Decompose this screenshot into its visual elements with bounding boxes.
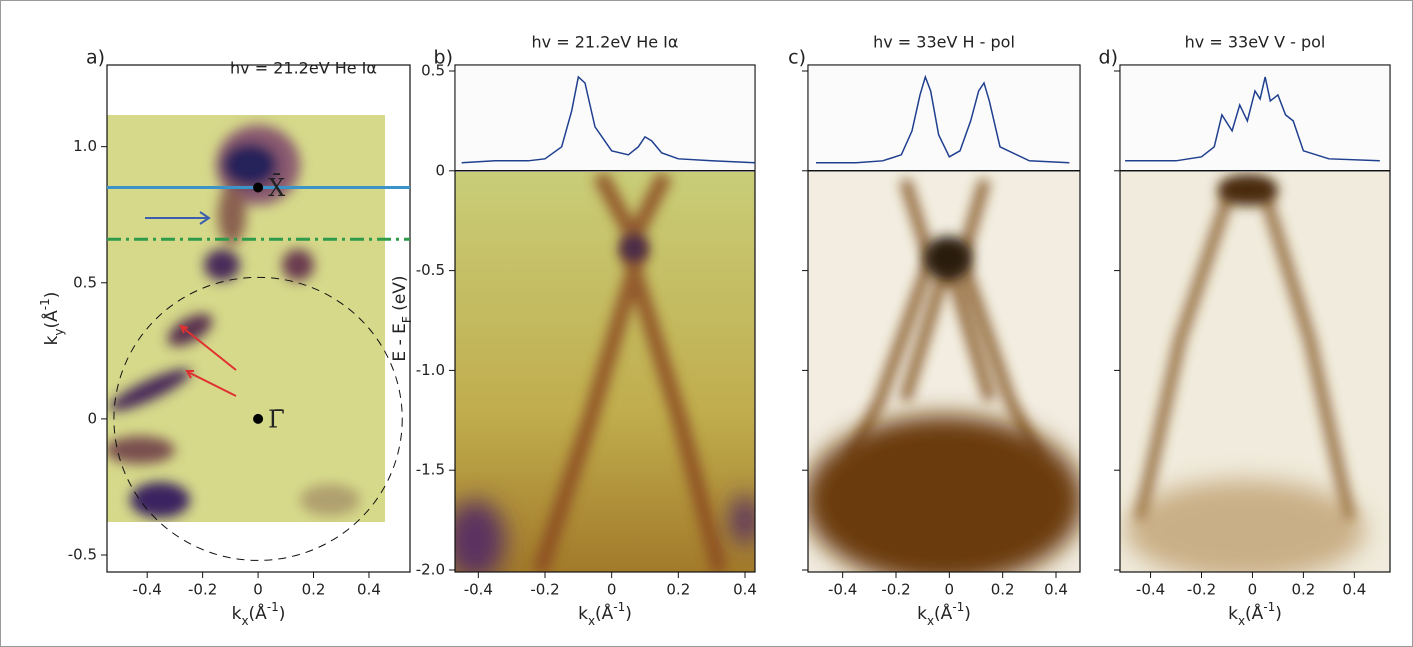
x-tick-label: -0.4: [1136, 581, 1165, 599]
x-tick-label: 0: [1248, 581, 1258, 599]
panel-title: hv = 33eV H - pol: [873, 33, 1015, 52]
plot-frame: [807, 64, 1081, 573]
x-axis-label-part: ): [1275, 604, 1282, 624]
mdc-curve: [816, 74, 1070, 164]
panel-c-image: [808, 172, 1080, 572]
y-axis-label-part: E - E: [390, 323, 410, 361]
x-axis-label-part: (Å: [595, 602, 614, 624]
plot-frame: [1119, 64, 1391, 573]
x-axis-label-part: ): [964, 604, 971, 624]
x-tick-label: 0.4: [1044, 581, 1068, 599]
mdc-background: [455, 65, 755, 171]
y-axis-label-part: -1: [38, 298, 52, 310]
x-axis-label-part: x: [588, 614, 595, 628]
y-axis-label: E - EF (eV): [390, 275, 414, 361]
brillouin-zone: [113, 276, 403, 561]
plot-frame: [454, 64, 756, 573]
x-tick-label: -0.4: [828, 581, 857, 599]
y-axis-label-part: ): [42, 292, 62, 299]
point-label: X̄: [268, 174, 285, 202]
x-axis-label-part: ): [279, 604, 286, 624]
x-tick-label: 0: [945, 581, 955, 599]
panel-label: a): [86, 47, 105, 69]
x-axis-label-part: x: [927, 614, 934, 628]
x-tick-label: -0.4: [464, 581, 493, 599]
panel-b-image: [455, 172, 755, 572]
x-tick-label: -0.2: [530, 581, 559, 599]
panel-a-image: [107, 115, 385, 522]
y-axis-label: ky(Å-1): [38, 292, 66, 346]
x-tick-label: 0.4: [1342, 581, 1366, 599]
panel-title: hv = 33eV V - pol: [1185, 33, 1326, 52]
x-tick-label: 0.4: [357, 581, 381, 599]
x-axis-label: kx(Å-1): [1228, 600, 1282, 628]
y-tick-label: -2.0: [416, 561, 445, 579]
y-tick-label: 1.0: [73, 137, 97, 155]
arrow: [145, 211, 211, 225]
y-tick-label: 0.5: [421, 61, 445, 79]
mdc-background: [808, 65, 1080, 171]
x-axis-label-part: (Å: [1245, 602, 1264, 624]
x-axis-label-part: -1: [267, 600, 279, 614]
mdc-curve: [461, 75, 756, 164]
x-tick-label: 0: [253, 581, 263, 599]
panel-label: d): [1099, 47, 1118, 69]
y-axis-label-part: k: [42, 335, 62, 345]
x-axis-label-part: (Å: [934, 602, 953, 624]
y-axis-label-part: (Å: [40, 310, 62, 329]
y-tick-label: -0.5: [416, 261, 445, 279]
x-axis-label-part: k: [1228, 604, 1238, 624]
mdc-curve: [1125, 76, 1380, 162]
x-tick-label: 0.2: [302, 581, 326, 599]
high-symmetry-point: [253, 413, 264, 424]
x-axis-label-part: -1: [952, 600, 964, 614]
y-axis-label-part: y: [52, 328, 66, 335]
panel-d-image: [1120, 172, 1390, 572]
x-axis-label-part: (Å: [249, 602, 268, 624]
panel-title: hv = 21.2eV He Iα: [230, 59, 377, 78]
x-axis-label: kx(Å-1): [578, 600, 632, 628]
y-axis-label-part: (eV): [390, 275, 410, 316]
x-tick-label: 0: [607, 581, 617, 599]
arrow: [179, 324, 237, 397]
x-tick-label: -0.4: [133, 581, 162, 599]
mdc-background: [1120, 65, 1390, 171]
x-axis-label-part: ): [625, 604, 632, 624]
y-tick-label: -1.0: [416, 361, 445, 379]
y-axis-label-part: F: [400, 316, 414, 323]
x-axis-label-part: -1: [1263, 600, 1275, 614]
y-tick-label: 0: [87, 409, 97, 427]
panel-label: b): [434, 47, 453, 69]
panel-label: c): [788, 47, 806, 69]
x-tick-label: 0.2: [666, 581, 690, 599]
x-axis-label-part: k: [232, 604, 242, 624]
x-tick-label: 0.2: [1291, 581, 1315, 599]
y-tick-label: -0.5: [68, 545, 97, 563]
x-tick-label: -0.2: [881, 581, 910, 599]
x-tick-label: 0.2: [991, 581, 1015, 599]
x-axis-label-part: x: [1238, 614, 1245, 628]
x-axis-label-part: k: [917, 604, 927, 624]
x-axis-label-part: -1: [613, 600, 625, 614]
x-tick-label: -0.2: [188, 581, 217, 599]
x-axis-label: kx(Å-1): [232, 600, 286, 628]
x-axis-label-part: x: [241, 614, 248, 628]
x-tick-label: 0.4: [733, 581, 757, 599]
y-tick-label: -1.5: [416, 461, 445, 479]
y-tick-label: 0: [435, 161, 445, 179]
high-symmetry-point: [253, 182, 264, 193]
x-tick-label: -0.2: [1187, 581, 1216, 599]
y-tick-label: 0.5: [73, 273, 97, 291]
x-axis-label-part: k: [578, 604, 588, 624]
panel-title: hv = 21.2eV He Iα: [532, 33, 679, 52]
point-label: Γ̄: [268, 405, 285, 433]
x-axis-label: kx(Å-1): [917, 600, 971, 628]
